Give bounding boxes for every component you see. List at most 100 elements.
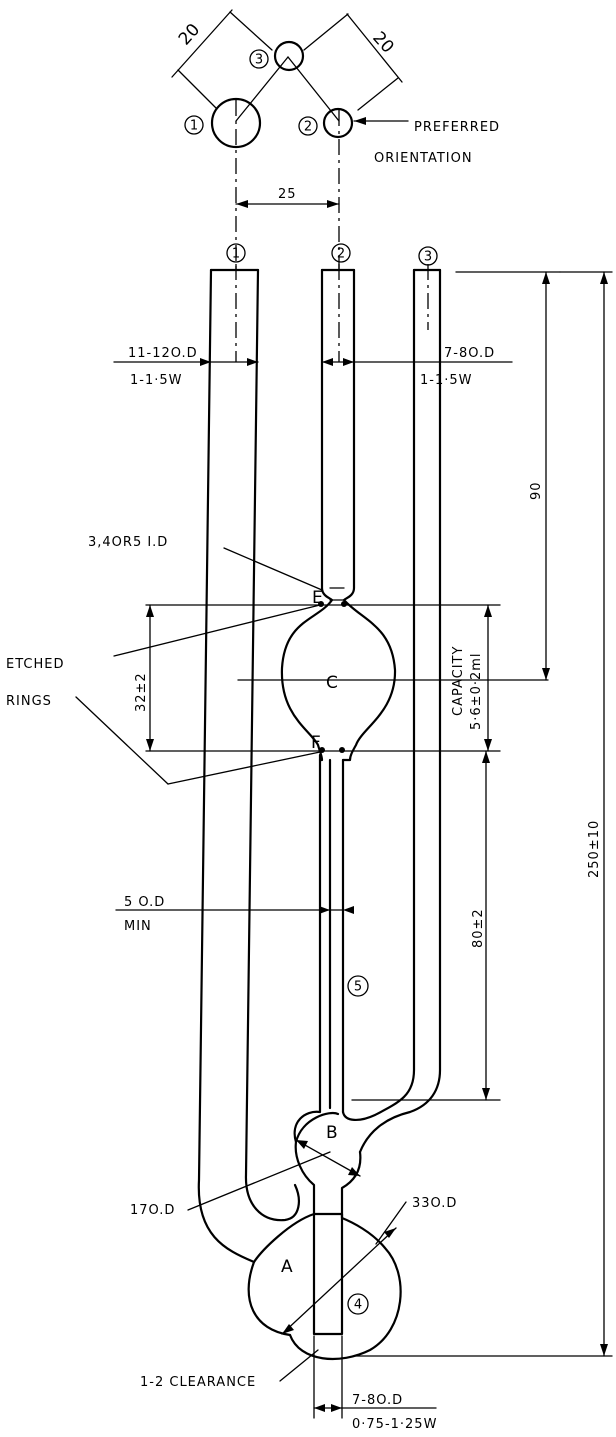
label-tube-1: 1 [232,247,240,262]
dim-20-right-ext1 [303,13,349,51]
capillary-min-text: MIN [124,919,152,934]
dim-20-left-ext2 [229,11,273,51]
tube1-od-text: 11-12O.D [128,346,198,361]
dim-250-text: 250±10 [587,820,602,878]
clearance-text: 1-2 CLEARANCE [140,1375,256,1390]
label-a: A [281,1257,293,1277]
tube4-od-arrow-left [314,1404,325,1412]
tube1-od-arrow-left [200,358,211,366]
dim-32-arrow-top [146,605,154,617]
badge-3-circle [249,49,269,69]
bulb-a-od-leader [375,1201,407,1245]
label-tube-4-circle [347,1293,369,1315]
capacity-text-1: CAPACITY [451,646,466,716]
tube4-od-text: 7-8O.D [352,1393,403,1408]
orientation-note-line2: ORIENTATION [374,151,473,166]
badge-2-text: 2 [304,120,312,135]
dim-90-arrow-top [542,272,550,284]
label-tube-3: 3 [424,250,432,265]
dim-20-right-line [346,13,403,83]
dim-20-left-ext1 [177,69,217,109]
dim-25-arrow-left [236,200,248,208]
viscometer-body [197,268,442,1361]
bulb-a-od-arrow-1 [282,1324,294,1334]
tube4-od-arrow-right [331,1404,342,1412]
dim-90-text: 90 [529,481,544,500]
tube-1-circle [210,97,262,149]
line-1-3 [235,56,289,122]
tube2-od-arrow-left [322,358,333,366]
label-tube-4: 4 [354,1298,362,1313]
clearance-leader [279,1349,319,1382]
capacity-text-2: 5·6±0·2ml [469,652,484,730]
constriction-leader [223,547,323,591]
capacity-arrow-bottom [484,739,492,751]
bulb-c-left [280,268,334,762]
etched-ring-leader-f2 [167,751,321,785]
dim-32-arrow-bottom [146,739,154,751]
tube-1-inner-wall [244,268,300,1222]
side-centerlines [235,264,429,362]
tube1-wall-text: 1-1·5W [130,373,183,388]
etched-rings-text-1: ETCHED [6,657,64,672]
bulb-b-od-arrow-2 [348,1167,360,1176]
dim-80-arrow-top [482,751,490,763]
label-c: C [326,673,338,693]
bulb-b-od-leader [187,1151,331,1211]
capacity-arrow-top [484,605,492,617]
tube-labels: 1 2 3 [226,243,438,266]
dim-20-right-label: 20 [368,28,397,57]
dim-25-label: 25 [278,187,297,202]
top-view: 1 2 3 20 20 25 PREFERRED ORIENTATION [171,9,500,270]
bulb-a-od-arrow-2 [384,1228,396,1238]
bulb-a-right-side [288,1150,402,1361]
etched-ring-leader-e [113,604,321,657]
bulb-a-od-line [281,1227,397,1335]
dim-80-text: 80±2 [471,908,486,948]
label-e: E [312,588,323,608]
capillary-od-text: 5 O.D [124,895,165,910]
badge-3-text: 3 [255,53,263,68]
badge-2-circle [298,116,318,136]
bulb-b-od-arrow-1 [296,1140,308,1149]
dim-32-text: 32±2 [134,672,149,712]
etched-ring-e-right [341,601,347,607]
tube-3-circle [273,40,305,72]
constriction-id-text: 3,4OR5 I.D [88,535,168,550]
bulb-letters: C E F B A 4 5 [281,588,369,1315]
dim-250-arrow-bottom [600,1344,608,1356]
tube1-od-arrow-right [247,358,258,366]
tube-4 [312,1212,344,1336]
dim-20-right-ext2 [357,77,399,111]
dim-80-arrow-bottom [482,1088,490,1100]
etched-ring-f-right [339,747,345,753]
dim-90-arrow-bottom [542,668,550,680]
dim-25-arrow-right [327,200,339,208]
orientation-arrow [354,117,366,125]
tube-2-circle [322,107,354,139]
capillary-od-arrow-right [343,906,354,914]
capillary-od-arrow-left [319,906,330,914]
bulb-c-right [341,268,397,762]
etched-rings-text-2: RINGS [6,694,52,709]
orientation-note-line1: PREFERRED [414,120,500,135]
bulb-b-left-capillary [293,753,322,1144]
tube-1-outer-wall [197,268,292,1337]
dim-20-left-label: 20 [175,20,204,49]
badge-1-circle [184,115,204,135]
tube3-wall-text: 1-1·5W [420,373,473,388]
label-tube-2-circle [331,243,351,263]
constriction-e [329,587,345,601]
label-tube-1-circle [226,243,246,263]
label-tube-5-circle [347,975,369,997]
label-tube-2: 2 [337,247,345,262]
tube4-wall-text: 0·75-1·25W [352,1417,437,1432]
label-f: F [311,733,321,753]
tube2-od-arrow-right [343,358,354,366]
tube-3-inner-wall [341,268,416,1121]
etched-ring-leader-f1 [75,696,169,785]
badge-1-text: 1 [190,119,198,134]
side-dimensions: 11-12O.D 1-1·5W 7-8O.D 1-1·5W 3,4OR5 I.D… [6,271,613,1432]
